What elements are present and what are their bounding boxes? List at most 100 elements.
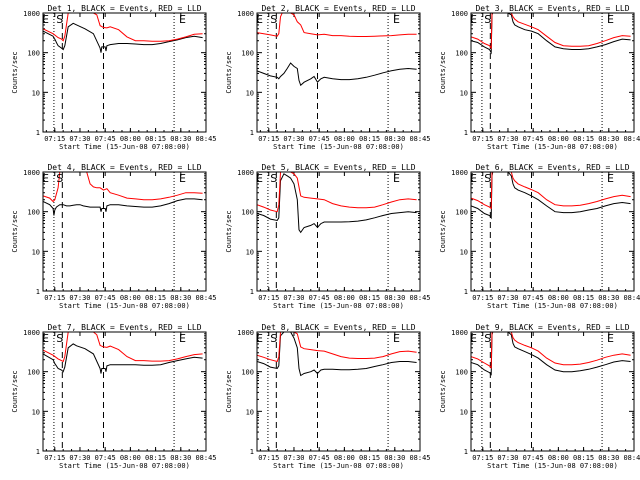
- x-tick-label: 08:15: [145, 294, 166, 302]
- series-line-lld: [43, 13, 203, 42]
- y-tick-label: 10: [32, 89, 40, 97]
- x-tick-label: 07:30: [497, 135, 518, 143]
- x-tick-label: 07:45: [95, 135, 116, 143]
- series-line-lld: [471, 172, 631, 210]
- y-tick-label: 1000: [237, 10, 254, 18]
- chart-panel-7: Det 7, BLACK = Events, RED = LLD 1 10 100 10…: [11, 323, 217, 470]
- x-tick-label: 07:45: [523, 454, 544, 462]
- series-line-events: [257, 62, 417, 87]
- plot-frame: [256, 171, 421, 292]
- chart-panel-5: Det 5, BLACK = Events, RED = LLD 1 10 100 10…: [225, 163, 431, 310]
- end-marker-label: E: [607, 13, 614, 26]
- x-tick-label: 07:30: [69, 135, 90, 143]
- start-marker-label: S: [56, 13, 63, 26]
- y-axis-label: Counts/sec: [439, 210, 447, 252]
- end-marker-label-left: E: [470, 13, 477, 26]
- x-tick-label: 08:30: [170, 135, 191, 143]
- y-tick-label: 10: [460, 408, 468, 416]
- x-tick-label: 07:15: [258, 135, 279, 143]
- x-axis-label: Start Time (15-Jun-08 07:08:00): [487, 143, 618, 151]
- x-tick-label: 07:15: [472, 294, 493, 302]
- y-tick-label: 100: [455, 209, 468, 217]
- x-tick-label: 08:45: [623, 294, 640, 302]
- y-axis-label: Counts/sec: [11, 51, 19, 93]
- series-line-events: [43, 343, 203, 374]
- panel-title: Det 4, BLACK = Events, RED = LLD: [47, 163, 201, 172]
- y-tick-label: 100: [455, 369, 468, 377]
- chart-panel-3: Det 3, BLACK = Events, RED = LLD 1 10 100 10…: [439, 4, 640, 151]
- series-line-lld: [471, 13, 631, 50]
- plot-frame: [470, 171, 635, 292]
- x-tick-label: 08:30: [170, 294, 191, 302]
- series-line-lld: [471, 332, 631, 370]
- end-marker-label-left: E: [42, 172, 49, 185]
- y-tick-label: 1000: [23, 329, 40, 337]
- x-tick-label: 07:15: [258, 454, 279, 462]
- x-axis-label: Start Time (15-Jun-08 07:08:00): [487, 462, 618, 470]
- panel-title: Det 3, BLACK = Events, RED = LLD: [475, 4, 629, 13]
- plot-frame: [42, 331, 207, 452]
- panel-title: Det 5, BLACK = Events, RED = LLD: [261, 163, 415, 172]
- y-axis-label: Counts/sec: [11, 370, 19, 412]
- x-tick-label: 08:45: [409, 294, 430, 302]
- y-tick-label: 1000: [23, 169, 40, 177]
- y-tick-label: 100: [455, 50, 468, 58]
- x-tick-label: 07:30: [283, 294, 304, 302]
- y-tick-label: 1000: [451, 169, 468, 177]
- x-tick-label: 08:45: [195, 135, 216, 143]
- plot-frame: [470, 12, 635, 133]
- x-tick-label: 07:45: [95, 454, 116, 462]
- x-tick-label: 07:45: [309, 135, 330, 143]
- x-tick-label: 08:00: [120, 294, 141, 302]
- panel-title: Det 8, BLACK = Events, RED = LLD: [261, 323, 415, 332]
- y-tick-label: 100: [241, 369, 254, 377]
- x-tick-label: 08:30: [384, 294, 405, 302]
- end-marker-label: E: [179, 332, 186, 345]
- x-tick-label: 07:15: [258, 294, 279, 302]
- x-tick-label: 07:45: [95, 294, 116, 302]
- end-marker-label-left: E: [470, 332, 477, 345]
- y-tick-label: 1: [36, 448, 40, 456]
- x-axis-label: Start Time (15-Jun-08 07:08:00): [487, 302, 618, 310]
- y-axis-label: Counts/sec: [439, 51, 447, 93]
- x-tick-label: 08:00: [120, 454, 141, 462]
- x-tick-label: 08:30: [384, 454, 405, 462]
- y-tick-label: 100: [241, 50, 254, 58]
- series-line-lld: [257, 172, 417, 213]
- plot-frame: [42, 12, 207, 133]
- chart-panel-1: Det 1, BLACK = Events, RED = LLD 1 10 100 10…: [11, 4, 217, 151]
- x-axis-label: Start Time (15-Jun-08 07:08:00): [59, 302, 190, 310]
- x-tick-label: 07:45: [523, 135, 544, 143]
- x-tick-label: 07:15: [472, 454, 493, 462]
- x-tick-label: 08:45: [195, 454, 216, 462]
- end-marker-label-left: E: [42, 332, 49, 345]
- y-tick-label: 10: [460, 89, 468, 97]
- x-tick-label: 08:15: [359, 294, 380, 302]
- y-tick-label: 100: [27, 209, 40, 217]
- end-marker-label: E: [393, 332, 400, 345]
- end-marker-label-left: E: [42, 13, 49, 26]
- y-tick-label: 1: [464, 288, 468, 296]
- x-tick-label: 07:30: [497, 294, 518, 302]
- start-marker-label: S: [484, 172, 491, 185]
- x-axis-label: Start Time (15-Jun-08 07:08:00): [59, 143, 190, 151]
- y-tick-label: 1000: [237, 329, 254, 337]
- x-tick-label: 08:30: [598, 454, 619, 462]
- y-axis-label: Counts/sec: [439, 370, 447, 412]
- x-tick-label: 07:45: [523, 294, 544, 302]
- y-tick-label: 1: [250, 288, 254, 296]
- series-line-lld: [257, 13, 417, 37]
- x-tick-label: 08:00: [548, 454, 569, 462]
- panel-title: Det 6, BLACK = Events, RED = LLD: [475, 163, 629, 172]
- chart-panel-9: Det 9, BLACK = Events, RED = LLD 1 10 100 10…: [439, 323, 640, 470]
- series-line-lld: [43, 332, 203, 363]
- start-marker-label: S: [56, 172, 63, 185]
- x-tick-label: 08:30: [598, 294, 619, 302]
- chart-panel-6: Det 6, BLACK = Events, RED = LLD 1 10 100 10…: [439, 163, 640, 310]
- end-marker-label: E: [393, 172, 400, 185]
- series-line-lld: [43, 172, 203, 203]
- panel-title: Det 9, BLACK = Events, RED = LLD: [475, 323, 629, 332]
- x-tick-label: 08:30: [598, 135, 619, 143]
- x-tick-label: 08:45: [409, 454, 430, 462]
